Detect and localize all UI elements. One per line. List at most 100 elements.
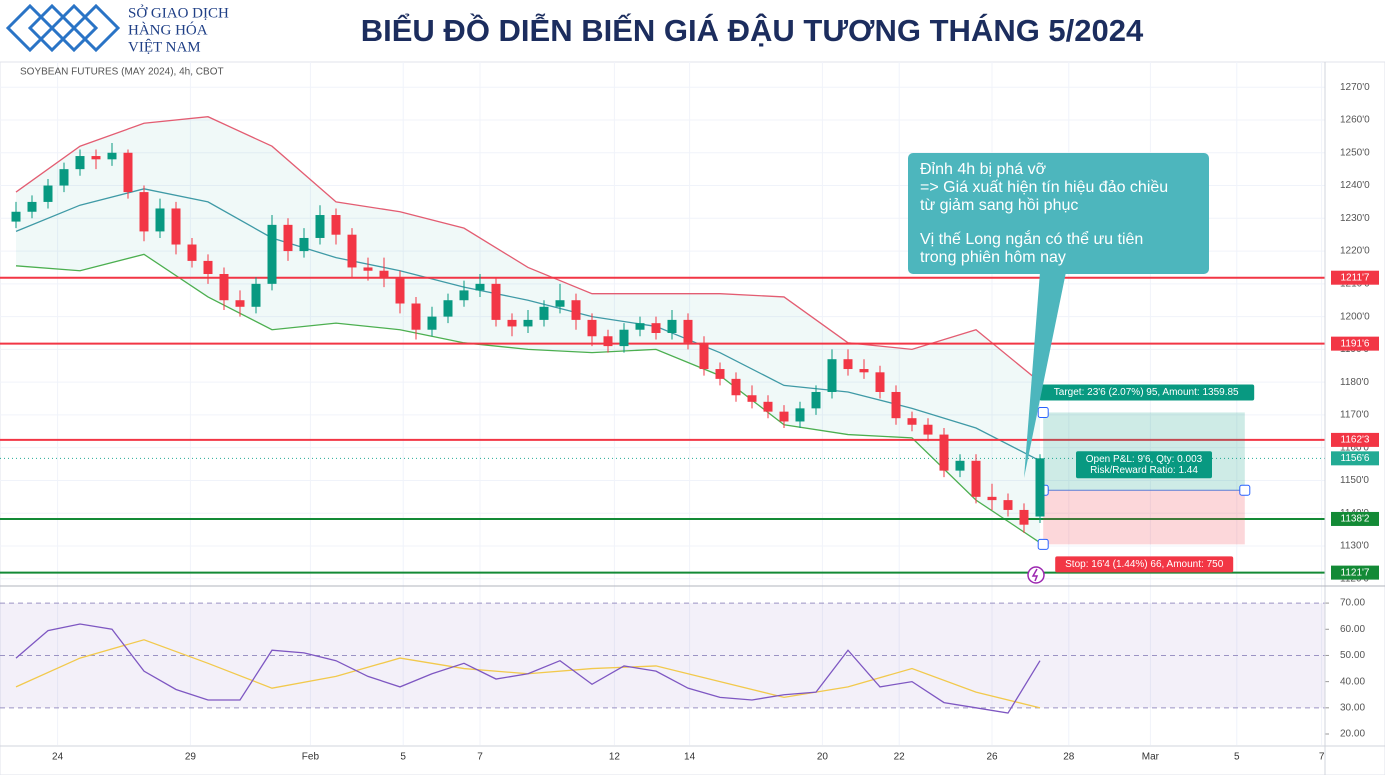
candle-body <box>155 208 165 232</box>
position-handle[interactable] <box>1239 484 1251 496</box>
level-label: 1191'6 <box>1341 338 1370 349</box>
position-handle[interactable] <box>1037 406 1049 418</box>
x-tick-label: Mar <box>1142 752 1160 763</box>
candle-body <box>475 283 485 291</box>
candle-body <box>571 300 581 320</box>
x-tick-label: 12 <box>609 752 621 763</box>
candle-body <box>811 391 821 409</box>
candle-body <box>891 391 901 419</box>
candle-body <box>363 267 373 271</box>
callout <box>908 153 1209 478</box>
rsi-tick-label: 60.00 <box>1340 624 1365 635</box>
candle-body <box>795 408 805 422</box>
candle-body <box>875 372 885 392</box>
candle-body <box>747 395 757 402</box>
logo <box>5 3 121 53</box>
candle-body <box>635 323 645 330</box>
candle-body <box>235 300 245 307</box>
stop-label: Stop: 16'4 (1.44%) 66, Amount: 750 <box>1065 559 1224 570</box>
candle-body <box>107 152 117 160</box>
logo-text: VIỆT NAM <box>128 38 201 55</box>
candle-body <box>139 192 149 232</box>
target-label-bg <box>1039 384 1255 401</box>
candle-body <box>603 336 613 347</box>
candle-body <box>1003 500 1013 510</box>
annotation-text: => Giá xuất hiện tín hiệu đảo chiều <box>920 179 1168 196</box>
candle-body <box>731 378 741 396</box>
x-tick-label: 22 <box>894 752 906 763</box>
page-title: BIỂU ĐỒ DIỄN BIẾN GIÁ ĐẬU TƯƠNG THÁNG 5/… <box>361 12 1144 48</box>
y-tick-label: 1240'0 <box>1340 180 1370 191</box>
stop-zone <box>1043 490 1245 545</box>
candle-body <box>955 460 965 471</box>
candle-body <box>187 244 197 261</box>
candle-body <box>555 300 565 307</box>
position-handle[interactable] <box>1037 538 1049 550</box>
candle-body <box>1019 509 1029 525</box>
event-icon[interactable] <box>1027 566 1045 584</box>
y-tick-label: 1270'0 <box>1340 82 1370 93</box>
event-icon-bolt <box>1031 568 1039 582</box>
candle-body <box>779 411 789 422</box>
pnl-label-bg <box>1076 451 1212 479</box>
candle-body <box>651 323 661 333</box>
candle-body <box>123 152 133 193</box>
candle-body <box>43 185 53 202</box>
candle-body <box>923 424 933 435</box>
y-tick-label: 1260'0 <box>1340 115 1370 126</box>
candle-body <box>443 300 453 317</box>
logo-text: SỞ GIAO DỊCH <box>128 4 229 21</box>
candle-body <box>315 215 325 238</box>
rsi-tick-label: 30.00 <box>1340 702 1365 713</box>
rsi-tick-label: 50.00 <box>1340 650 1365 661</box>
band-middle <box>15 188 1041 462</box>
level-label-bg <box>1331 451 1379 466</box>
candle-body <box>379 270 389 278</box>
y-tick-label: 1200'0 <box>1340 311 1370 322</box>
candle-body <box>347 234 357 268</box>
band-lower <box>15 253 1041 544</box>
level-label: 1156'6 <box>1341 453 1370 464</box>
candle-body <box>11 211 21 222</box>
candle-body <box>91 156 101 160</box>
candle-body <box>75 156 85 170</box>
level-label-bg <box>1331 336 1379 351</box>
rsi-tick-label: 20.00 <box>1340 729 1365 740</box>
plot: 2429Feb57121420222628Mar571120'01130'011… <box>0 62 1379 763</box>
candle-body <box>715 369 725 379</box>
annotation-text: Vị thế Long ngắn có thể ưu tiên <box>920 229 1143 248</box>
candle-body <box>763 401 773 412</box>
y-tick-label: 1170'0 <box>1340 410 1369 421</box>
rsi-line <box>15 623 1041 714</box>
y-tick-label: 1130'0 <box>1340 541 1369 552</box>
candle-body <box>907 418 917 425</box>
candle-body <box>939 434 949 471</box>
x-tick-label: 7 <box>1319 752 1325 763</box>
x-tick-label: 28 <box>1063 752 1075 763</box>
annotation-text: từ giảm sang hồi phục <box>920 197 1078 214</box>
chart-caption: SOYBEAN FUTURES (MAY 2024), 4h, CBOT <box>20 67 224 78</box>
band-upper <box>15 116 1041 383</box>
pnl-label: Risk/Reward Ratio: 1.44 <box>1090 465 1198 476</box>
candle-body <box>267 224 277 284</box>
x-tick-label: 26 <box>986 752 998 763</box>
target-label: Target: 23'6 (2.07%) 95, Amount: 1359.85 <box>1054 387 1239 398</box>
candle-body <box>411 303 421 330</box>
logo-text: HÀNG HÓA <box>128 21 208 38</box>
x-tick-label: 7 <box>477 752 483 763</box>
x-tick-label: 29 <box>185 752 197 763</box>
logo-mark <box>5 3 121 53</box>
x-tick-label: 20 <box>817 752 829 763</box>
rsi-tick-label: 40.00 <box>1340 676 1365 687</box>
candle-body <box>219 274 229 301</box>
candle-body <box>203 260 213 275</box>
candle-body <box>331 215 341 235</box>
candle-body <box>667 319 677 333</box>
level-label-bg <box>1331 432 1379 447</box>
candle-body <box>459 290 469 301</box>
candle-body <box>619 329 629 347</box>
candle-body <box>299 237 309 252</box>
x-tick-label: 5 <box>400 752 406 763</box>
x-tick-label: 14 <box>684 752 696 763</box>
